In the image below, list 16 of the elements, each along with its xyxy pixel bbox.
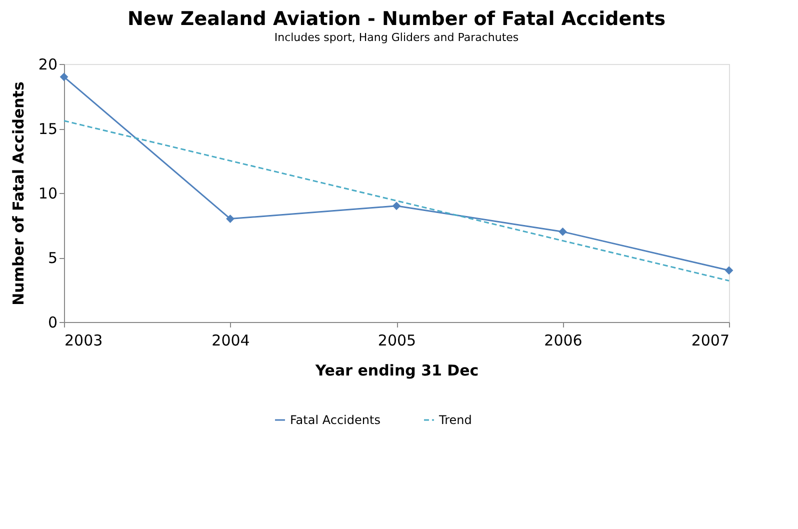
- x-tick-label: 2007: [691, 332, 730, 350]
- chart-title: New Zealand Aviation - Number of Fatal Accidents: [127, 8, 666, 30]
- y-tick-label: 0: [48, 314, 58, 332]
- y-tick-label: 5: [48, 249, 58, 267]
- y-tick-label: 20: [38, 56, 58, 74]
- y-axis-title: Number of Fatal Accidents: [9, 82, 28, 306]
- x-tick-label: 2004: [212, 332, 250, 350]
- x-tick-label: 2006: [544, 332, 582, 350]
- x-tick-label: 2003: [64, 332, 103, 350]
- legend-label: Trend: [438, 413, 472, 427]
- chart-subtitle: Includes sport, Hang Gliders and Parachutes: [274, 31, 519, 44]
- legend-label: Fatal Accidents: [290, 413, 380, 427]
- y-tick-label: 10: [38, 184, 58, 202]
- y-tick-label: 15: [38, 120, 58, 138]
- x-axis-title: Year ending 31 Dec: [314, 362, 479, 380]
- x-tick-label: 2005: [378, 332, 416, 350]
